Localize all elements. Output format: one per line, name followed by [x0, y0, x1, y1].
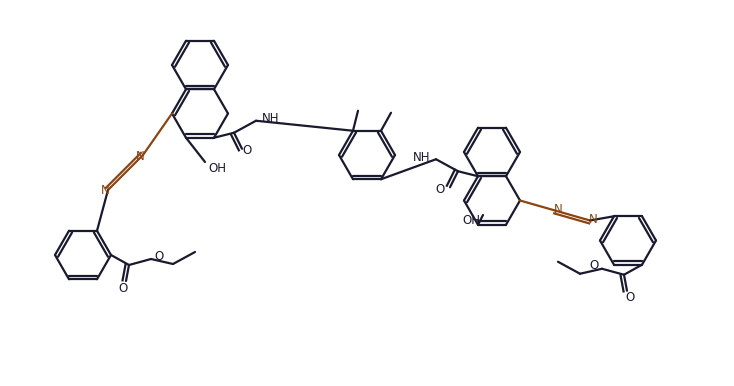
- Text: N: N: [589, 213, 597, 226]
- Text: O: O: [118, 281, 128, 295]
- Text: N: N: [553, 203, 562, 216]
- Text: OH: OH: [462, 215, 480, 227]
- Text: NH: NH: [262, 112, 280, 125]
- Text: OH: OH: [208, 161, 226, 174]
- Text: O: O: [154, 249, 163, 262]
- Text: O: O: [436, 183, 445, 196]
- Text: N: N: [136, 149, 145, 163]
- Text: O: O: [242, 144, 252, 157]
- Text: N: N: [101, 185, 109, 198]
- Text: O: O: [625, 291, 635, 304]
- Text: NH: NH: [413, 151, 430, 164]
- Text: O: O: [589, 259, 599, 272]
